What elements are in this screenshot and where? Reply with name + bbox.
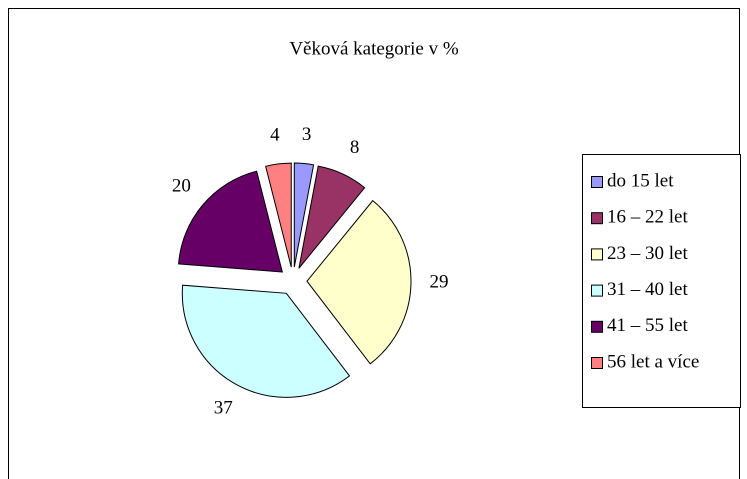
legend-swatch <box>591 284 603 297</box>
legend-label: 31 – 40 let <box>607 279 688 300</box>
chart-title: Věková kategorie v % <box>289 38 459 59</box>
legend-swatch <box>591 320 603 333</box>
legend-swatch <box>591 176 603 188</box>
legend-swatch <box>591 357 603 369</box>
legend-label: 16 – 22 let <box>607 207 688 228</box>
data-label: 4 <box>270 124 280 145</box>
pie-slice <box>306 199 412 365</box>
data-label: 8 <box>350 137 360 158</box>
legend-label: 56 let a více <box>607 351 699 372</box>
legend-swatch <box>591 212 603 225</box>
data-label: 37 <box>214 398 233 419</box>
data-label: 3 <box>302 124 312 145</box>
pie-slice <box>293 162 315 268</box>
data-label: 29 <box>429 272 448 293</box>
pie-slice <box>265 162 292 268</box>
pie-slice <box>178 170 283 273</box>
pie-slice <box>181 284 351 398</box>
legend-label: do 15 let <box>607 170 674 191</box>
pie-slice <box>298 165 366 269</box>
legend-label: 41 – 55 let <box>607 315 688 336</box>
data-label: 20 <box>172 175 191 196</box>
legend-label: 23 – 30 let <box>607 243 688 264</box>
legend-box <box>582 154 741 408</box>
legend-swatch <box>591 248 603 261</box>
